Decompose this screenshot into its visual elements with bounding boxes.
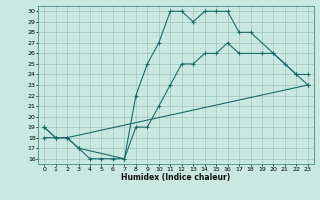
X-axis label: Humidex (Indice chaleur): Humidex (Indice chaleur) (121, 173, 231, 182)
